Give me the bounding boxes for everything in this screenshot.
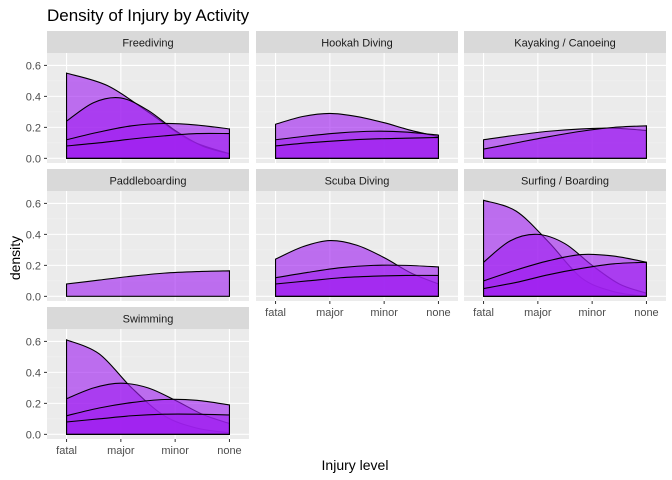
facet-strip-label: Kayaking / Canoeing: [514, 38, 616, 50]
y-tick-label: 0.0: [26, 291, 41, 303]
x-tick-label: none: [634, 307, 658, 319]
x-tick-label: none: [217, 445, 241, 457]
y-tick-label: 0.4: [26, 229, 41, 241]
density-curve-3: [274, 136, 440, 159]
facet-strip-label: Hookah Diving: [321, 38, 393, 50]
facet-panel-paddleboarding: Paddleboarding 0.0 0.2 0.4 0.6: [26, 169, 249, 303]
x-tick-label: fatal: [56, 445, 77, 457]
y-tick-label: 0.6: [26, 60, 41, 72]
y-tick-label: 0.0: [26, 429, 41, 441]
density-curve-1: [65, 270, 231, 297]
facet-strip: [256, 169, 458, 191]
density-curve-2: [482, 125, 648, 159]
x-tick-label: minor: [370, 307, 398, 319]
facet-panel-kayaking-canoeing: Kayaking / Canoeing: [464, 31, 666, 163]
facet-panel-freediving: Freediving 0.0 0.2 0.4 0.6: [26, 31, 249, 165]
facet-strip: [464, 31, 666, 53]
chart-title: Density of Injury by Activity: [47, 6, 250, 25]
y-tick-label: 0.0: [26, 153, 41, 165]
facet-strip-label: Scuba Diving: [325, 176, 390, 188]
y-axis-title: density: [7, 236, 23, 280]
y-tick-label: 0.6: [26, 198, 41, 210]
density-curve-3: [274, 274, 440, 297]
x-tick-label: fatal: [473, 307, 494, 319]
facet-panel-hookah-diving: Hookah Diving: [256, 31, 458, 163]
y-tick-label: 0.4: [26, 367, 41, 379]
facet-strip: [256, 31, 458, 53]
facet-strip: [464, 169, 666, 191]
facet-strip-label: Freediving: [122, 38, 173, 50]
y-tick-label: 0.4: [26, 91, 41, 103]
facet-strip-label: Swimming: [123, 314, 174, 326]
facet-strip-label: Surfing / Boarding: [521, 176, 609, 188]
density-curve-4: [65, 413, 231, 435]
y-tick-label: 0.2: [26, 260, 41, 272]
x-tick-label: none: [426, 307, 450, 319]
x-tick-label: major: [524, 307, 552, 319]
y-tick-label: 0.2: [26, 122, 41, 134]
facet-strip: [47, 169, 249, 191]
x-axis-title: Injury level: [322, 457, 389, 473]
x-tick-label: major: [107, 445, 135, 457]
x-tick-label: minor: [578, 307, 606, 319]
y-tick-label: 0.6: [26, 336, 41, 348]
facet-strip: [47, 31, 249, 53]
x-tick-label: fatal: [265, 307, 286, 319]
density-curve-4: [65, 132, 231, 159]
density-curve-4: [482, 261, 648, 297]
facet-panel-surfing-boarding: Surfing / Boarding fatal major minor none: [464, 169, 666, 319]
facet-strip: [47, 307, 249, 329]
facet-panel-scuba-diving: Scuba Diving fatal major minor none: [256, 169, 458, 319]
facet-panels: Freediving 0.0 0.2 0.4 0.6 Hookah Diving Kayak…: [26, 31, 666, 457]
x-tick-label: minor: [161, 445, 189, 457]
y-tick-label: 0.2: [26, 398, 41, 410]
facet-strip-label: Paddleboarding: [109, 176, 186, 188]
x-tick-label: major: [316, 307, 344, 319]
facet-panel-swimming: Swimming 0.0 0.2 0.4 0.6 fatal major minor none: [26, 307, 249, 457]
